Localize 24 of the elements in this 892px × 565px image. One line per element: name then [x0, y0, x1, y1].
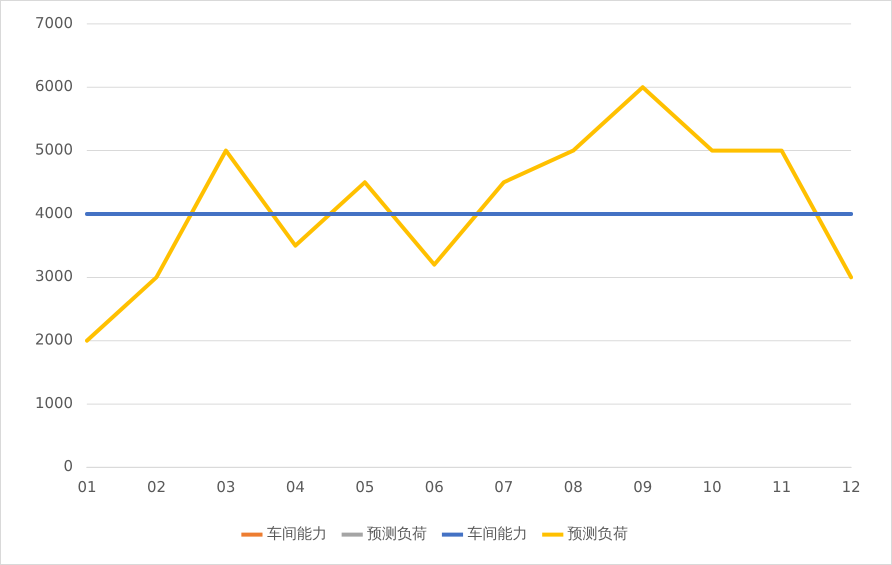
x-tick-label: 02 — [146, 478, 166, 496]
x-tick-label: 07 — [494, 478, 514, 496]
y-tick-label: 2000 — [34, 330, 74, 349]
x-tick-label: 10 — [702, 478, 722, 496]
y-tick-label: 3000 — [34, 267, 74, 286]
legend-label: 车间能力 — [467, 524, 528, 542]
legend-label: 预测负荷 — [568, 524, 628, 542]
x-tick-label: 01 — [77, 478, 96, 496]
x-tick-label: 09 — [633, 478, 652, 496]
x-tick-label: 08 — [564, 478, 583, 496]
y-tick-label: 5000 — [34, 140, 74, 158]
y-tick-label: 4000 — [34, 204, 74, 222]
x-tick-label: 05 — [355, 478, 374, 496]
x-tick-label: 04 — [286, 478, 305, 496]
y-tick-label: 7000 — [34, 14, 74, 32]
legend-label: 预测负荷 — [367, 524, 428, 542]
x-tick-label: 12 — [842, 478, 861, 496]
x-tick-label: 06 — [424, 478, 444, 496]
x-tick-label: 03 — [216, 478, 236, 496]
y-tick-label: 1000 — [34, 394, 74, 412]
x-tick-label: 11 — [772, 478, 792, 496]
y-tick-label: 6000 — [34, 77, 74, 96]
legend-label: 车间能力 — [266, 524, 327, 542]
y-tick-label: 0 — [63, 457, 74, 476]
